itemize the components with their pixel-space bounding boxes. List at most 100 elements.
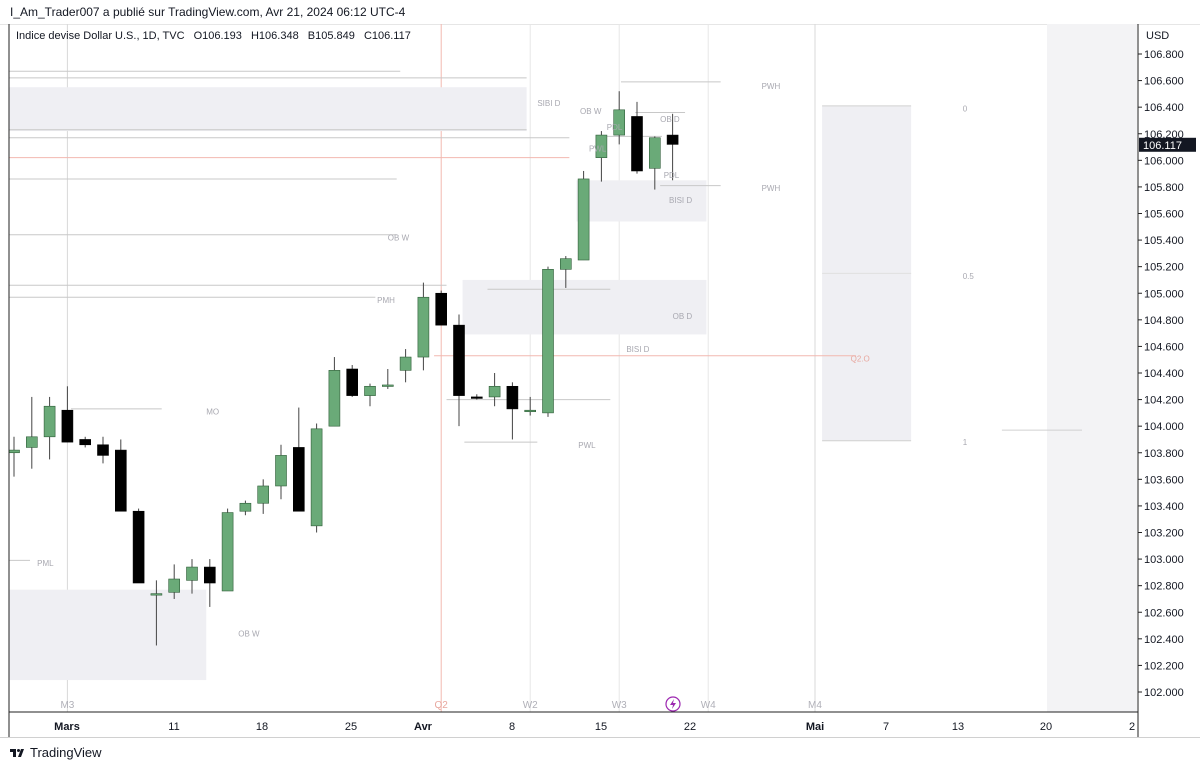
y-tick-label: 104.600 — [1144, 341, 1184, 353]
candle — [346, 365, 359, 397]
y-tick-label: 104.200 — [1144, 395, 1184, 407]
level-annotation: Q2.O — [851, 354, 870, 363]
candle-body-down — [470, 396, 483, 399]
period-label: W3 — [612, 700, 627, 711]
level-annotation: OB W — [388, 233, 410, 242]
level-annotation: 0.5 — [963, 272, 975, 281]
open-value: O106.193 — [193, 30, 242, 42]
x-tick-label: 8 — [509, 721, 515, 733]
currency-label[interactable]: USD — [1146, 30, 1170, 42]
y-tick-label: 105.600 — [1144, 209, 1184, 221]
candle — [453, 314, 465, 427]
high-value: H106.348 — [250, 30, 299, 42]
y-tick-label: 106.000 — [1144, 155, 1184, 167]
level-annotation: 0 — [963, 104, 968, 113]
candle-body-up — [399, 356, 412, 371]
candle — [381, 369, 394, 389]
level-annotation: PMH — [377, 296, 395, 305]
level-annotation: PWH — [762, 82, 781, 91]
candle — [364, 383, 376, 407]
candle — [204, 559, 216, 607]
x-tick-label: 20 — [1040, 721, 1052, 733]
candle-body-up — [275, 455, 287, 487]
period-label: M4 — [808, 700, 822, 711]
level-annotation: MO — [206, 408, 219, 417]
candle-body-up — [43, 405, 56, 438]
candle-body-up — [648, 137, 661, 169]
y-tick-label: 106.200 — [1144, 129, 1184, 141]
candle-body-down — [204, 566, 216, 584]
candle-body-up — [328, 370, 341, 427]
x-tick-label: Avr — [414, 721, 433, 733]
candle — [257, 479, 270, 514]
x-tick-label: 18 — [256, 721, 268, 733]
period-label: M3 — [60, 700, 74, 711]
candle — [115, 439, 127, 512]
x-tick-label: Mai — [806, 721, 824, 733]
candle — [186, 559, 198, 594]
candle-body-up — [524, 409, 537, 413]
tradingview-brand[interactable]: TradingView — [10, 745, 102, 760]
zone-box — [462, 279, 707, 335]
candle — [488, 373, 501, 407]
close-value: C106.117 — [363, 30, 411, 42]
y-tick-label: 105.400 — [1144, 235, 1184, 247]
candle-body-up — [221, 512, 234, 592]
candle — [506, 382, 519, 440]
level-annotation: 1 — [963, 438, 968, 447]
candle — [310, 423, 323, 533]
plot-area: SIBI D OB W PDL OB D PWL PDL BISI D PWH PWH OB W P… — [9, 24, 1082, 712]
publication-info: I_Am_Trader007 a publié sur TradingView.… — [10, 5, 406, 19]
x-tick-label: 11 — [168, 721, 179, 733]
candle — [275, 444, 287, 500]
candle-body-up — [613, 109, 626, 136]
y-tick-label: 106.800 — [1144, 49, 1184, 61]
zone-box — [576, 180, 707, 222]
candle — [595, 131, 608, 182]
candle-body-up — [257, 485, 270, 504]
price-chart[interactable]: SIBI D OB W PDL OB D PWL PDL BISI D PWH PWH OB W P… — [0, 24, 1200, 737]
candle-body-down — [631, 116, 643, 172]
y-tick-label: 102.400 — [1144, 634, 1184, 646]
candle — [524, 396, 537, 416]
footer-bar: TradingView — [0, 737, 1200, 767]
chart-header: Indice devise Dollar U.S., 1D, TVC O106.… — [16, 30, 417, 42]
level-annotation: SIBI D — [537, 99, 560, 108]
candle — [150, 580, 163, 646]
candle — [417, 282, 430, 371]
candle — [221, 508, 234, 592]
y-tick-label: 102.200 — [1144, 660, 1184, 672]
x-tick-label: 7 — [883, 721, 889, 733]
y-tick-label: 102.000 — [1144, 687, 1184, 699]
candle — [79, 436, 91, 448]
candle-body-up — [310, 428, 323, 527]
candle-body-up — [168, 578, 180, 593]
candle — [132, 508, 145, 584]
last-price-tag — [1139, 137, 1196, 152]
x-tick-label: Mars — [54, 721, 80, 733]
level-annotation: OB W — [580, 107, 602, 116]
candle — [648, 136, 661, 190]
tradingview-logo-icon — [10, 748, 24, 757]
level-annotation: BISI D — [669, 196, 692, 205]
candle-body-down — [115, 449, 127, 512]
period-label: Q2 — [435, 700, 449, 711]
candle-body-up — [150, 593, 163, 596]
candle-body-down — [506, 385, 519, 410]
candle — [97, 436, 109, 464]
candle-body-up — [488, 385, 501, 398]
y-tick-label: 106.400 — [1144, 102, 1184, 114]
candle — [61, 386, 74, 443]
y-tick-label: 105.200 — [1144, 262, 1184, 274]
candle-body-down — [97, 444, 109, 456]
candle — [577, 170, 590, 261]
x-tick-label: 2 — [1129, 721, 1135, 733]
period-label: W4 — [701, 700, 716, 711]
y-tick-label: 106.600 — [1144, 76, 1184, 88]
candle — [631, 101, 643, 174]
candle — [666, 113, 679, 181]
level-annotation: OB W — [238, 630, 260, 639]
y-tick-label: 102.800 — [1144, 581, 1184, 593]
y-tick-label: 103.800 — [1144, 448, 1184, 460]
y-tick-label: 105.000 — [1144, 288, 1184, 300]
